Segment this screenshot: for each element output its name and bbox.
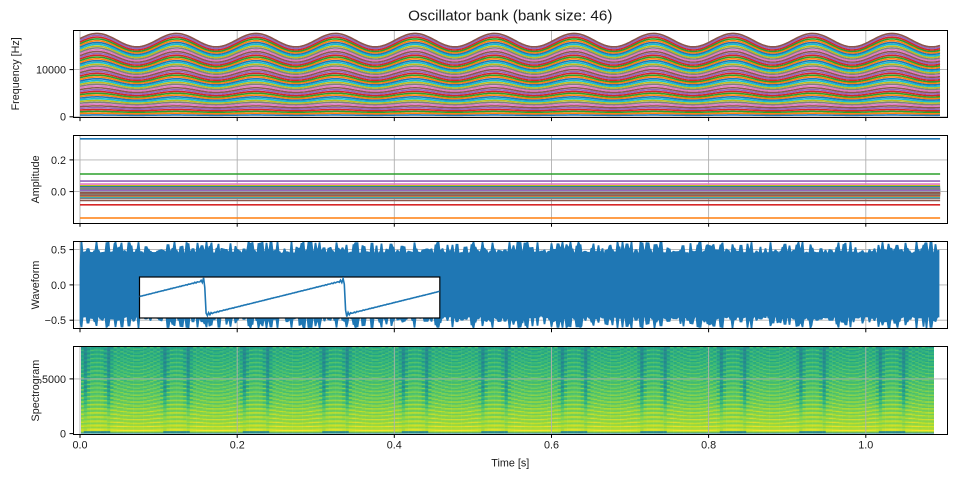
svg-text:0.5: 0.5 (51, 245, 66, 257)
svg-text:Oscillator bank (bank size: 46: Oscillator bank (bank size: 46) (408, 8, 612, 25)
svg-text:−0.5: −0.5 (45, 315, 66, 327)
svg-text:Spectrogram: Spectrogram (30, 360, 42, 422)
svg-text:0.2: 0.2 (51, 155, 66, 167)
svg-text:0.6: 0.6 (544, 439, 559, 451)
svg-text:0.0: 0.0 (51, 187, 66, 199)
svg-text:Time [s]: Time [s] (491, 458, 529, 470)
svg-text:Frequency [Hz]: Frequency [Hz] (10, 37, 22, 110)
svg-text:10000: 10000 (36, 65, 66, 77)
svg-text:Waveform: Waveform (30, 261, 42, 310)
svg-text:0.0: 0.0 (51, 280, 66, 292)
svg-text:0: 0 (60, 429, 66, 441)
svg-text:Amplitude: Amplitude (30, 155, 42, 203)
svg-text:0.8: 0.8 (701, 439, 716, 451)
svg-text:0.2: 0.2 (230, 439, 245, 451)
svg-text:0.0: 0.0 (72, 439, 87, 451)
svg-text:0.4: 0.4 (387, 439, 402, 451)
svg-text:1.0: 1.0 (858, 439, 873, 451)
svg-text:0: 0 (60, 112, 66, 124)
svg-text:5000: 5000 (42, 374, 66, 386)
